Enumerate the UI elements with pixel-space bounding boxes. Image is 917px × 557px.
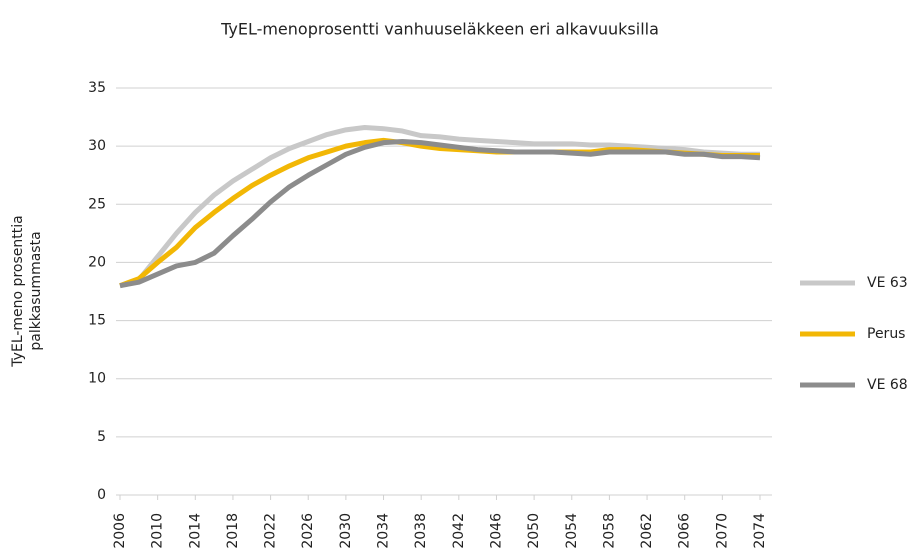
legend-label: VE 68 bbox=[867, 377, 908, 393]
x-tick-label: 2062 bbox=[639, 513, 655, 549]
y-tick-label: 5 bbox=[97, 429, 106, 445]
line-series bbox=[119, 138, 761, 289]
y-tick-label: 15 bbox=[88, 313, 106, 329]
x-tick-label: 2030 bbox=[338, 513, 354, 549]
x-tick-label: 2070 bbox=[714, 513, 730, 549]
legend-label: VE 63 bbox=[867, 275, 908, 291]
x-tick-label: 2050 bbox=[526, 513, 542, 549]
chart-title: TyEL-menoprosentti vanhuuseläkkeen eri a… bbox=[220, 20, 659, 39]
x-tick-label: 2054 bbox=[564, 513, 580, 549]
x-tick-label: 2006 bbox=[112, 513, 128, 549]
x-tick-label: 2074 bbox=[752, 513, 768, 549]
x-tick-label: 2034 bbox=[376, 513, 392, 549]
y-axis-label: palkkasummasta bbox=[28, 231, 44, 350]
y-tick-label: 20 bbox=[88, 254, 106, 270]
line-series bbox=[119, 125, 760, 289]
y-tick-label: 35 bbox=[88, 80, 106, 96]
x-tick-label: 2026 bbox=[300, 513, 316, 549]
line-series bbox=[119, 137, 760, 289]
y-tick-label: 25 bbox=[88, 196, 106, 212]
y-tick-label: 0 bbox=[97, 487, 106, 503]
x-tick-label: 2038 bbox=[413, 513, 429, 549]
x-tick-label: 2022 bbox=[263, 513, 279, 549]
x-tick-label: 2042 bbox=[451, 513, 467, 549]
x-tick-label: 2046 bbox=[488, 513, 504, 549]
legend-label: Perus bbox=[867, 326, 905, 342]
y-axis-label: TyEL-meno prosenttia bbox=[10, 215, 26, 367]
x-tick-label: 2018 bbox=[225, 513, 241, 549]
x-tick-label: 2014 bbox=[187, 513, 203, 549]
y-tick-label: 30 bbox=[88, 138, 106, 154]
y-tick-label: 10 bbox=[88, 371, 106, 387]
x-tick-label: 2058 bbox=[601, 513, 617, 549]
x-tick-label: 2010 bbox=[150, 513, 166, 549]
x-tick-label: 2066 bbox=[677, 513, 693, 549]
